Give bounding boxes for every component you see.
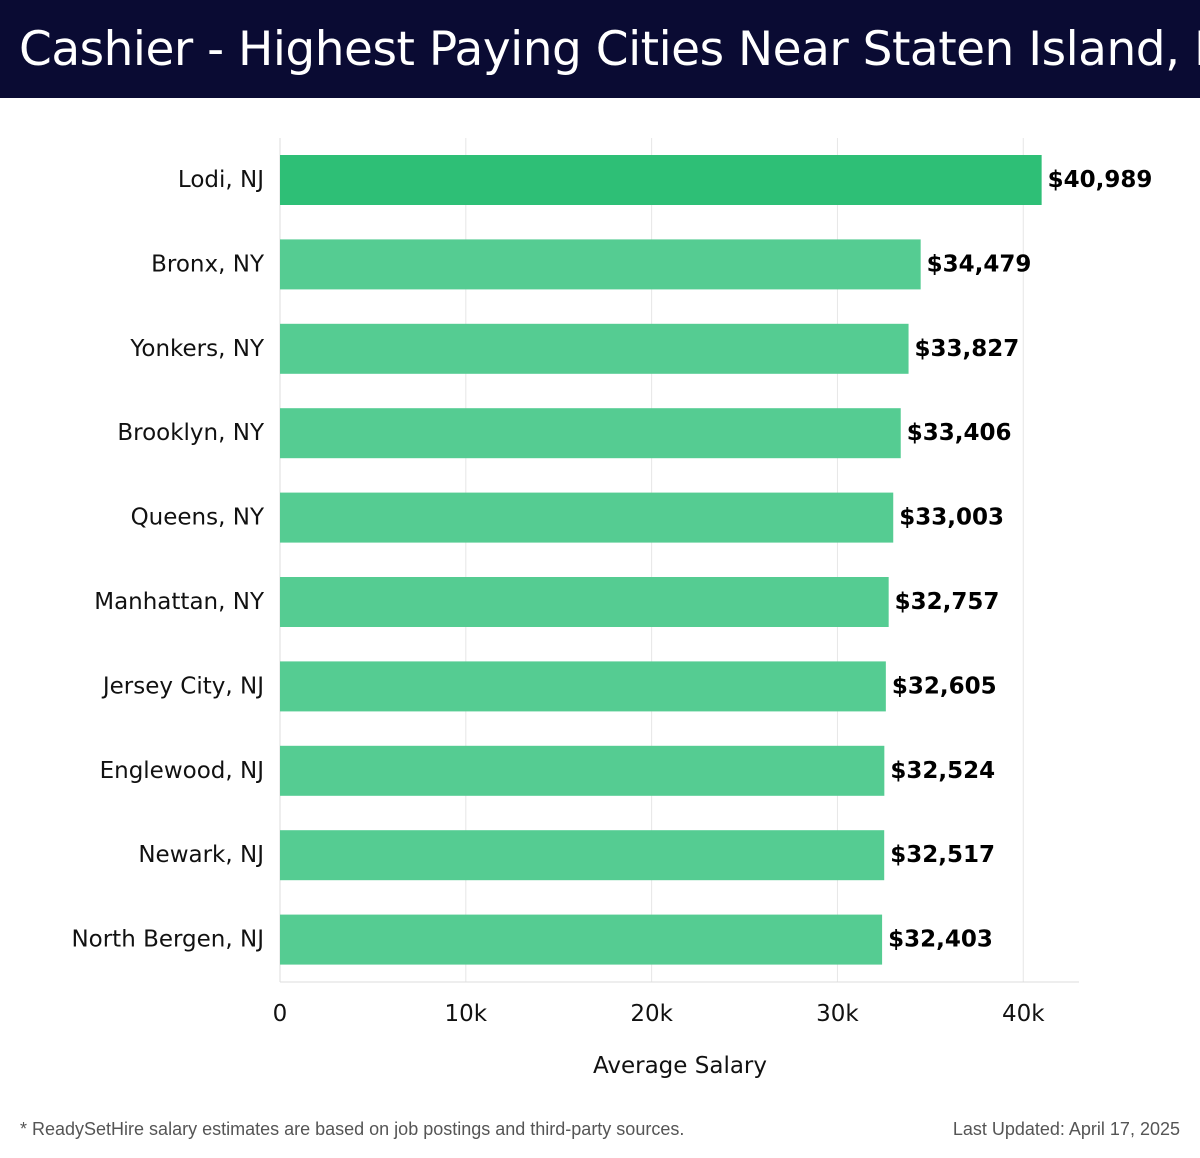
x-tick-label: 0 [273, 1001, 288, 1027]
category-label: Yonkers, NY [129, 336, 265, 362]
category-label: Newark, NJ [138, 842, 264, 868]
value-label: $34,479 [927, 251, 1032, 277]
bar [280, 661, 886, 712]
bar [280, 577, 889, 627]
category-label: Jersey City, NJ [101, 673, 264, 699]
category-label: Brooklyn, NY [117, 420, 265, 446]
bar [280, 408, 901, 459]
bar [280, 745, 885, 796]
footnote: * ReadySetHire salary estimates are base… [20, 1119, 685, 1139]
category-label: Englewood, NJ [100, 758, 264, 784]
x-tick-label: 10k [445, 1001, 488, 1027]
last-updated: Last Updated: April 17, 2025 [952, 1119, 1180, 1139]
x-tick-label: 30k [816, 1001, 859, 1027]
value-label: $32,403 [888, 927, 993, 953]
value-label: $33,827 [915, 336, 1020, 362]
category-label: Bronx, NY [151, 251, 265, 277]
x-tick-label: 20k [630, 1001, 673, 1027]
bar [280, 323, 909, 374]
value-label: $32,517 [890, 842, 995, 868]
category-label: Queens, NY [131, 505, 265, 531]
x-tick-label: 40k [1002, 1001, 1045, 1027]
chart-title: Cashier - Highest Paying Cities Near Sta… [19, 22, 1200, 77]
bar [280, 239, 921, 290]
category-label: Lodi, NJ [178, 167, 264, 193]
value-label: $32,757 [895, 589, 1000, 615]
value-label: $32,605 [892, 673, 997, 699]
value-label: $40,989 [1048, 167, 1153, 193]
value-label: $33,406 [907, 420, 1012, 446]
bar [280, 155, 1042, 205]
value-label: $33,003 [899, 505, 1004, 531]
bar [280, 914, 883, 965]
value-label: $32,524 [890, 758, 995, 784]
chart-header: Cashier - Highest Paying Cities Near Sta… [0, 0, 1200, 98]
category-label: Manhattan, NY [94, 589, 265, 615]
bar [280, 830, 885, 881]
x-axis-title: Average Salary [593, 1053, 767, 1079]
bar [280, 492, 894, 543]
category-label: North Bergen, NJ [71, 927, 264, 953]
